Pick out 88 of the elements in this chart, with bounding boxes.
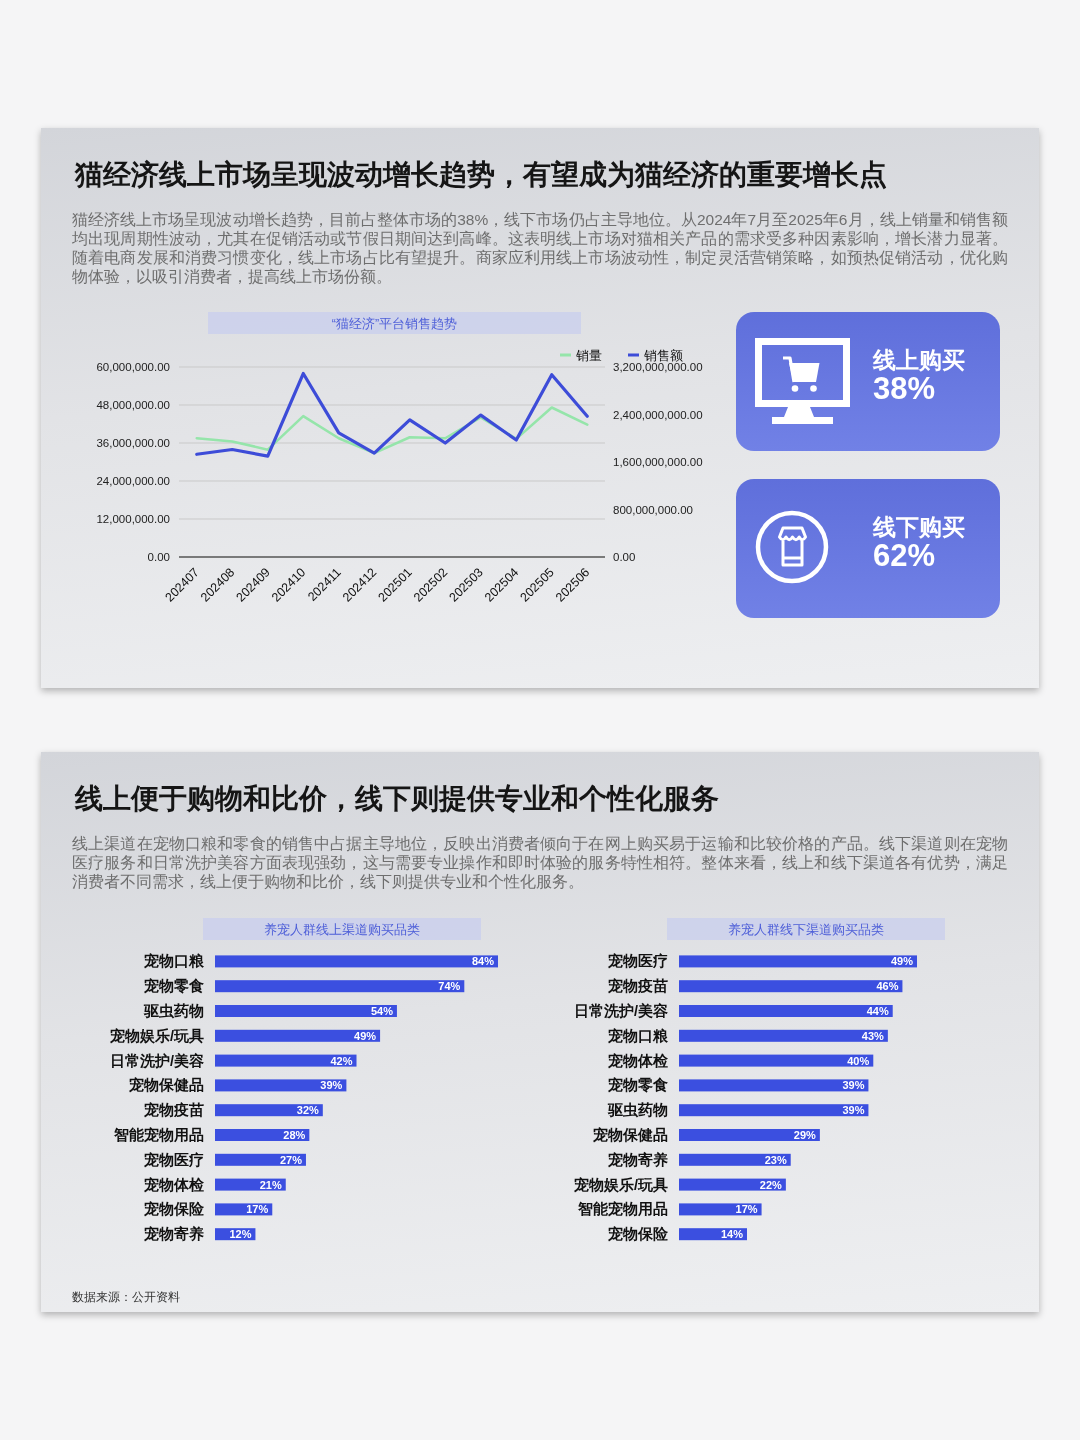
text: 线上购买 <box>872 347 965 373</box>
y-tick-label: 宠物保健品 <box>128 1076 204 1094</box>
data-label: 23% <box>764 1153 787 1166</box>
data-label: 43% <box>861 1029 885 1042</box>
data-label: 39% <box>320 1079 343 1092</box>
y-tick-label: 宠物保险 <box>607 1225 669 1243</box>
text: 线上渠道在宠物口粮和零食的销售中占据主导地位，反映出消费者倾向于在网上购买易于运输和比较价格的产品。线下渠道则在宠物医疗服务和日常洗护美容方面表现强劲，这与需要专业操作和即时体验的服务特性相符。整体来看，线上和线下渠道各有优势，满足消费者不同需求，线上便于购物和比价，线下则提供专业和个性化服务。 <box>72 834 1008 891</box>
data-label: 46% <box>876 980 899 993</box>
y-tick-label: 宠物娱乐/玩具 <box>108 1026 204 1044</box>
data-label: 74% <box>438 980 461 993</box>
legend-label: 销量 <box>575 348 602 363</box>
data-label: 14% <box>720 1228 744 1241</box>
text: 62% <box>873 538 936 573</box>
data-label: 32% <box>296 1104 320 1117</box>
y-tick-label: 24,000,000.00 <box>96 475 170 487</box>
y-tick-label: 日常洗护/美容 <box>573 1002 668 1019</box>
y-tick-label: 宠物保险 <box>143 1200 205 1218</box>
y-tick-label: 宠物体检 <box>143 1175 205 1193</box>
text: 猫经济线上市场呈现波动增长趋势，有望成为猫经济的重要增长点 <box>74 159 887 190</box>
data-label: 39% <box>842 1104 865 1117</box>
data-label: 27% <box>279 1153 303 1166</box>
data-label: 29% <box>793 1129 817 1141</box>
y-tick-label: 宠物寄养 <box>607 1150 668 1168</box>
data-label: 21% <box>259 1178 282 1191</box>
y-tick-label: 宠物医疗 <box>143 1150 204 1168</box>
text: 线上便于购物和比价，线下则提供专业和个性化服务 <box>74 783 719 814</box>
line-series <box>195 371 589 458</box>
bar <box>215 1079 347 1092</box>
y2-tick-label: 1,600,000,000.00 <box>613 456 703 468</box>
y-tick-label: 宠物疫苗 <box>607 977 668 995</box>
bar <box>215 955 498 968</box>
y-tick-label: 宠物零食 <box>143 977 204 995</box>
bar <box>679 1153 791 1166</box>
y2-tick-label: 2,400,000,000.00 <box>613 408 703 421</box>
y-tick-label: 宠物体检 <box>607 1051 669 1069</box>
y-tick-label: 宠物保健品 <box>592 1126 668 1143</box>
chart-title: 养宠人群线上渠道购买品类 <box>264 921 420 937</box>
data-label: 22% <box>759 1178 783 1191</box>
text: 线下购买 <box>872 514 965 540</box>
data-label: 44% <box>866 1005 889 1017</box>
y-tick-label: 36,000,000.00 <box>96 437 170 449</box>
y2-tick-label: 3,200,000,000.00 <box>613 361 703 373</box>
text: 38% <box>873 371 936 406</box>
data-label: 17% <box>735 1203 758 1216</box>
y-tick-label: 智能宠物用品 <box>577 1200 668 1218</box>
data-label: 49% <box>890 955 914 968</box>
text: 猫经济线上市场呈现波动增长趋势，目前占整体市场的38%，线下市场仍占主导地位。从2024年7月至2025年6月，线上销量和销售额均出现周期性波动，尤其在促销活动或节假日期间达到高峰。这表明线上市场对猫相关产品的需求受多种因素影响，增长潜力显著。随着电商发展和消费习惯变化，线上市场占比有望提升。商家应利用线上市场波动性，制定灵活营销策略，如预热促销活动，优化购物体验，以吸引消费者，提高线上市场份额。 <box>72 210 1008 286</box>
data-label: 39% <box>842 1079 865 1092</box>
bar <box>215 980 465 993</box>
bar <box>215 1029 381 1042</box>
y-tick-label: 宠物零食 <box>607 1076 668 1094</box>
data-label: 54% <box>370 1005 394 1017</box>
y-tick-label: 0.00 <box>147 551 170 563</box>
y-tick-label: 智能宠物用品 <box>113 1126 204 1143</box>
y-tick-label: 宠物疫苗 <box>143 1101 204 1119</box>
y-tick-label: 宠物口粮 <box>607 1026 669 1044</box>
bar <box>679 1005 893 1017</box>
bar <box>215 1054 357 1067</box>
y-tick-label: 宠物娱乐/玩具 <box>572 1175 668 1193</box>
data-label: 12% <box>229 1228 252 1241</box>
data-label: 28% <box>283 1129 306 1141</box>
y-tick-label: 12,000,000.00 <box>96 513 170 525</box>
y-tick-label: 驱虫药物 <box>143 1003 204 1019</box>
bar <box>679 1079 869 1092</box>
y-tick-label: 宠物口粮 <box>143 952 205 970</box>
bar <box>679 1029 888 1042</box>
legend-label: 销售额 <box>643 348 683 363</box>
y-tick-label: 宠物寄养 <box>143 1225 204 1243</box>
bar <box>679 955 917 968</box>
y-tick-label: 宠物医疗 <box>607 952 668 970</box>
source-note: 数据来源：公开资料 <box>72 1290 180 1304</box>
bar <box>679 1054 874 1067</box>
data-label: 40% <box>847 1054 870 1067</box>
y-tick-label: 60,000,000.00 <box>96 361 170 373</box>
y2-tick-label: 800,000,000.00 <box>613 503 693 516</box>
bar <box>679 1129 820 1141</box>
data-label: 42% <box>330 1054 353 1067</box>
data-label: 84% <box>471 955 495 968</box>
bar <box>215 1005 397 1017</box>
y-tick-label: 日常洗护/美容 <box>109 1051 204 1069</box>
bar <box>679 1104 869 1117</box>
chart-title: 养宠人群线下渠道购买品类 <box>728 921 884 937</box>
bar <box>679 980 903 993</box>
data-label: 17% <box>246 1203 269 1216</box>
data-label: 49% <box>354 1029 377 1042</box>
chart-title: “猫经济”平台销售趋势 <box>331 316 458 331</box>
y-tick-label: 驱虫药物 <box>607 1102 668 1119</box>
y-tick-label: 48,000,000.00 <box>96 399 170 411</box>
